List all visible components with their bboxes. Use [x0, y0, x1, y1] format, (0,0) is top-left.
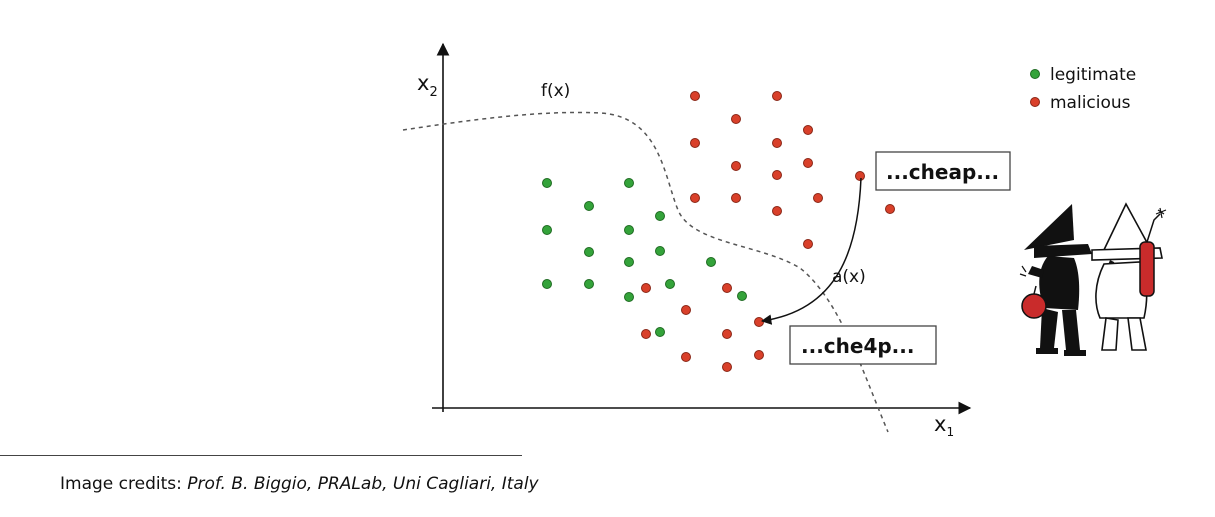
legitimate-point: [584, 201, 594, 211]
legitimate-point: [737, 291, 747, 301]
malicious-point: [754, 350, 764, 360]
malicious-point: [722, 362, 732, 372]
malicious-point: [641, 329, 651, 339]
legitimate-point: [542, 225, 552, 235]
modified-text: ...che4p...: [801, 334, 914, 358]
legend: legitimate malicious: [1030, 65, 1136, 113]
legend-malicious-label: malicious: [1050, 93, 1131, 113]
legitimate-point: [542, 279, 552, 289]
malicious-point: [690, 91, 700, 101]
malicious-point: [681, 305, 691, 315]
malicious-point: [754, 317, 764, 327]
boundary-label: f(x): [541, 81, 570, 101]
legitimate-point: [624, 225, 634, 235]
malicious-point: [813, 193, 823, 203]
malicious-point: [681, 352, 691, 362]
malicious-point: [731, 161, 741, 171]
legitimate-point: [542, 178, 552, 188]
spy-vs-spy-illustration-icon: [1019, 202, 1167, 356]
legitimate-point: [584, 279, 594, 289]
malicious-point: [690, 193, 700, 203]
malicious-point: [772, 170, 782, 180]
credits-source: Prof. B. Biggio, PRALab, Uni Cagliari, I…: [187, 474, 539, 494]
malicious-point: [772, 206, 782, 216]
legitimate-point: [655, 211, 665, 221]
attack-arrow: [760, 177, 862, 325]
malicious-point: [803, 158, 813, 168]
y-axis-label: x2: [417, 71, 438, 100]
decision-boundary-curve: [402, 111, 889, 433]
legend-legitimate-marker: [1030, 69, 1040, 79]
legend-malicious-marker: [1030, 97, 1040, 107]
legitimate-point: [655, 327, 665, 337]
malicious-point: [731, 193, 741, 203]
malicious-point: [731, 114, 741, 124]
legitimate-point: [624, 178, 634, 188]
legitimate-point: [665, 279, 675, 289]
original-text: ...cheap...: [886, 160, 999, 184]
legitimate-point: [624, 292, 634, 302]
malicious-point: [722, 283, 732, 293]
credits-divider: [0, 455, 522, 456]
malicious-point: [855, 171, 865, 181]
malicious-point: [885, 204, 895, 214]
original-text-box: [875, 151, 1011, 191]
legitimate-point: [655, 246, 665, 256]
malicious-point: [803, 125, 813, 135]
malicious-point: [722, 329, 732, 339]
credits-prefix: Image credits:: [60, 474, 188, 494]
malicious-point: [772, 91, 782, 101]
image-credits: Image credits: Prof. B. Biggio, PRALab, …: [60, 474, 539, 494]
x-axis-label: x1: [934, 412, 954, 439]
modified-text-box: [789, 325, 937, 365]
legitimate-point: [584, 247, 594, 257]
malicious-point: [690, 138, 700, 148]
malicious-point: [772, 138, 782, 148]
legitimate-point: [706, 257, 716, 267]
attack-label: a(x): [832, 267, 866, 287]
legitimate-point: [624, 257, 634, 267]
data-points: [542, 91, 895, 372]
malicious-point: [641, 283, 651, 293]
legend-legitimate-label: legitimate: [1050, 65, 1136, 85]
malicious-point: [803, 239, 813, 249]
